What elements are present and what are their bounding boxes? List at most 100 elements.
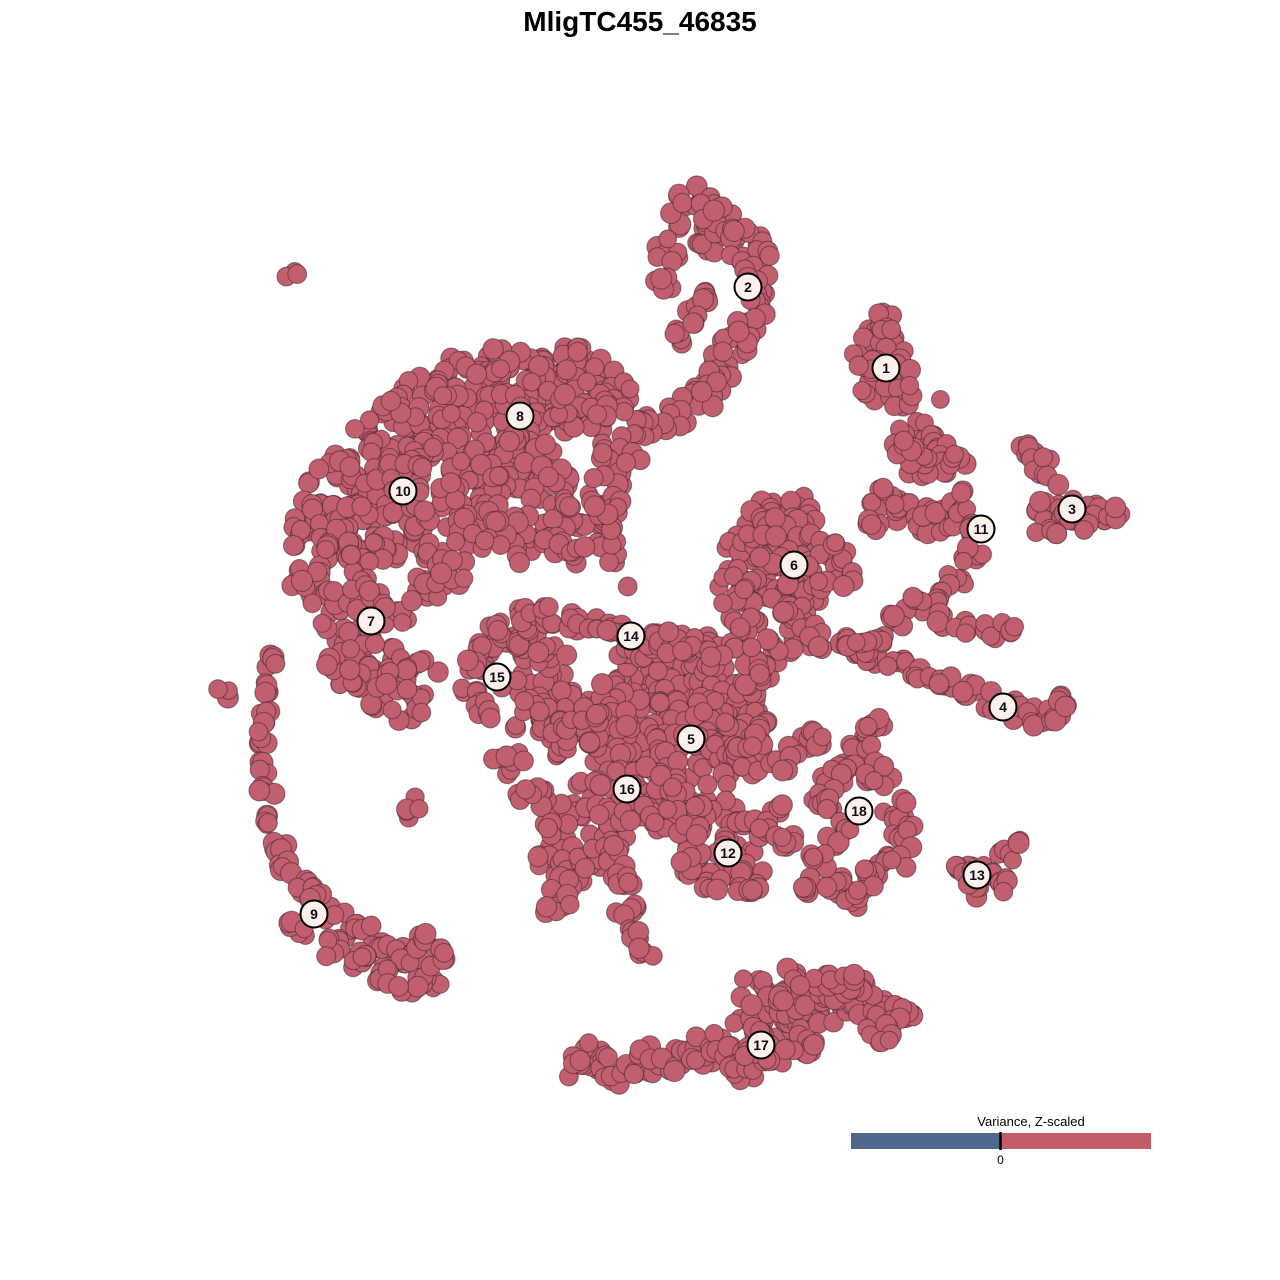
data-point xyxy=(345,418,365,439)
data-point xyxy=(364,633,386,655)
data-point xyxy=(877,656,898,677)
data-point xyxy=(560,894,580,915)
cluster-label-number: 10 xyxy=(395,483,411,499)
data-point xyxy=(359,551,379,572)
data-point xyxy=(955,623,976,643)
data-point xyxy=(620,379,640,399)
data-point xyxy=(583,468,604,489)
data-point xyxy=(879,1030,899,1050)
data-point xyxy=(433,386,453,406)
data-point xyxy=(312,613,332,633)
data-point xyxy=(667,750,689,772)
data-point xyxy=(809,572,829,591)
data-point xyxy=(715,712,736,733)
data-point xyxy=(382,501,404,524)
data-point xyxy=(308,458,330,480)
data-point xyxy=(555,644,578,666)
data-point xyxy=(466,411,488,433)
data-point xyxy=(414,922,437,945)
data-point xyxy=(265,653,286,674)
data-point xyxy=(375,672,398,695)
data-point xyxy=(569,1049,591,1072)
data-point xyxy=(706,878,729,901)
data-point xyxy=(749,663,770,685)
data-point xyxy=(430,562,453,585)
data-point xyxy=(848,355,869,376)
data-point xyxy=(1004,616,1025,637)
data-point xyxy=(685,824,708,847)
cluster-label-number: 6 xyxy=(790,557,798,573)
cluster-label: 9 xyxy=(299,899,329,929)
data-point xyxy=(579,731,601,753)
data-point xyxy=(727,320,750,343)
data-point xyxy=(702,199,726,222)
data-point xyxy=(792,876,814,898)
data-point xyxy=(527,641,550,664)
data-point xyxy=(603,834,625,857)
data-point xyxy=(854,859,875,879)
data-point xyxy=(515,779,536,800)
data-point xyxy=(487,620,509,641)
cluster-label-number: 13 xyxy=(969,867,985,883)
cluster-label-number: 7 xyxy=(367,613,375,629)
data-point xyxy=(586,703,608,725)
data-point xyxy=(771,794,793,816)
data-point xyxy=(1033,447,1054,468)
data-point xyxy=(893,430,914,451)
data-point xyxy=(248,779,271,802)
data-point xyxy=(578,1033,599,1053)
data-point xyxy=(522,372,542,392)
data-points xyxy=(208,175,1131,1095)
cluster-label: 11 xyxy=(966,514,996,544)
data-point xyxy=(339,456,361,478)
data-point xyxy=(741,637,762,658)
data-point xyxy=(287,264,308,285)
data-point xyxy=(412,457,433,478)
data-point xyxy=(427,661,449,683)
data-point xyxy=(254,681,277,704)
data-point xyxy=(682,312,705,334)
data-point xyxy=(742,736,763,756)
data-point xyxy=(340,639,361,659)
data-point xyxy=(723,566,744,586)
data-point xyxy=(592,442,613,464)
cluster-label: 1 xyxy=(871,353,901,383)
data-point xyxy=(826,533,845,552)
cluster-label-number: 5 xyxy=(687,731,695,747)
data-point xyxy=(744,307,766,330)
data-point xyxy=(843,963,866,986)
data-point xyxy=(590,672,614,696)
data-point xyxy=(617,576,638,597)
data-point xyxy=(951,482,972,504)
data-point xyxy=(881,319,902,340)
data-point xyxy=(395,659,418,681)
cluster-label: 7 xyxy=(356,606,386,636)
data-point xyxy=(759,245,780,266)
cluster-label: 10 xyxy=(388,476,418,506)
data-point xyxy=(807,635,830,658)
data-point xyxy=(445,532,466,552)
data-point xyxy=(882,604,905,628)
data-point xyxy=(734,579,754,600)
cluster-label: 14 xyxy=(616,621,646,651)
data-point xyxy=(392,613,412,632)
cluster-label: 17 xyxy=(746,1030,776,1060)
data-point xyxy=(864,771,884,791)
data-point xyxy=(926,610,949,633)
data-point xyxy=(722,220,745,242)
data-point xyxy=(534,433,557,456)
data-point xyxy=(650,267,673,290)
cluster-label: 3 xyxy=(1057,494,1087,524)
data-point xyxy=(574,857,596,879)
data-point xyxy=(789,975,811,996)
data-point xyxy=(508,552,531,574)
data-point xyxy=(1074,520,1094,540)
data-point xyxy=(482,338,504,360)
data-point xyxy=(1007,831,1030,855)
cluster-label: 18 xyxy=(844,796,874,826)
data-point xyxy=(400,590,423,612)
data-point xyxy=(474,530,495,551)
data-point xyxy=(803,847,824,867)
